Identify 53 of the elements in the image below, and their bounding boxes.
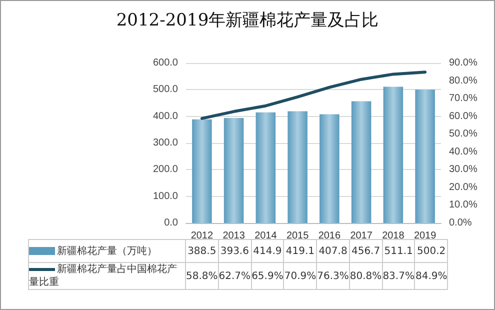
data-label: 70.9%	[284, 262, 317, 290]
x-tick-label: 2015	[286, 230, 310, 242]
data-label: 419.1	[286, 246, 315, 256]
chart-title: 2012-2019年新疆棉花产量及占比	[116, 10, 379, 30]
y2-tick-label: 40.0%	[449, 146, 478, 158]
bar	[383, 86, 404, 223]
data-label: 388.5	[188, 246, 216, 256]
bar	[415, 90, 435, 223]
bar	[288, 111, 308, 223]
y-tick-label: 600.0	[152, 58, 178, 68]
y2-tick-label: 60.0%	[449, 110, 478, 122]
y-tick-label: 200.0	[152, 164, 178, 176]
x-tick-label: 2017	[350, 230, 373, 242]
data-label: 76.3%	[316, 262, 350, 290]
data-label: 500.2	[417, 246, 446, 256]
y-tick-label: 400.0	[152, 110, 178, 122]
y2-tick-label: 20.0%	[449, 182, 478, 193]
bar	[256, 112, 276, 223]
x-tick-label: 2019	[414, 230, 437, 242]
bar	[351, 101, 372, 223]
y2-tick-label: 0.0%	[449, 218, 472, 228]
y-tick-label: 0.0	[164, 218, 178, 228]
data-label: 83.7%	[382, 262, 415, 290]
data-label: 62.7%	[218, 262, 252, 290]
data-label: 511.1	[384, 246, 413, 256]
data-label: 84.9%	[414, 262, 448, 290]
y2-tick-label: 70.0%	[449, 93, 478, 104]
x-tick-label: 2013	[222, 230, 246, 242]
data-label: 393.6	[220, 246, 249, 256]
y2-tick-label: 30.0%	[449, 164, 478, 176]
legend-label: 新疆棉花产量占中国棉花产量比重	[28, 262, 186, 290]
data-label: 414.9	[253, 246, 282, 256]
y2-tick-label: 80.0%	[449, 75, 478, 86]
y-tick-label: 300.0	[152, 138, 178, 148]
data-label: 80.8%	[349, 262, 382, 290]
x-tick-label: 2016	[318, 230, 341, 242]
x-tick-label: 2014	[254, 230, 278, 242]
x-tick-label: 2018	[382, 230, 405, 242]
data-label: 58.8%	[186, 262, 218, 290]
y2-tick-label: 10.0%	[449, 200, 478, 211]
y-tick-label: 100.0	[152, 190, 178, 202]
y-tick-label: 500.0	[152, 84, 178, 96]
y2-tick-label: 50.0%	[449, 128, 478, 140]
x-tick-label: 2012	[190, 230, 214, 242]
bar	[224, 118, 244, 223]
data-label: 65.9%	[251, 262, 284, 290]
data-label: 407.8	[318, 246, 348, 256]
legend-label: 新疆棉花产量（万吨）	[28, 240, 186, 262]
bar	[320, 114, 340, 223]
bar	[192, 119, 212, 223]
data-label: 456.7	[351, 246, 380, 256]
y2-tick-label: 90.0%	[449, 58, 478, 68]
line-series	[200, 70, 427, 120]
